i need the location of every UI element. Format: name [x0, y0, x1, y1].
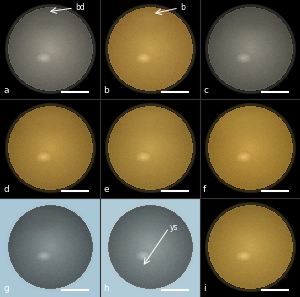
- Text: b: b: [180, 4, 185, 12]
- Text: bd: bd: [75, 4, 85, 12]
- Text: f: f: [203, 185, 206, 194]
- Text: h: h: [103, 284, 109, 293]
- Text: a: a: [3, 86, 8, 95]
- Text: b: b: [103, 86, 109, 95]
- Text: c: c: [203, 86, 208, 95]
- Text: ys: ys: [170, 223, 178, 232]
- Text: e: e: [103, 185, 109, 194]
- Text: d: d: [3, 185, 9, 194]
- Text: i: i: [203, 284, 206, 293]
- Text: g: g: [3, 284, 9, 293]
